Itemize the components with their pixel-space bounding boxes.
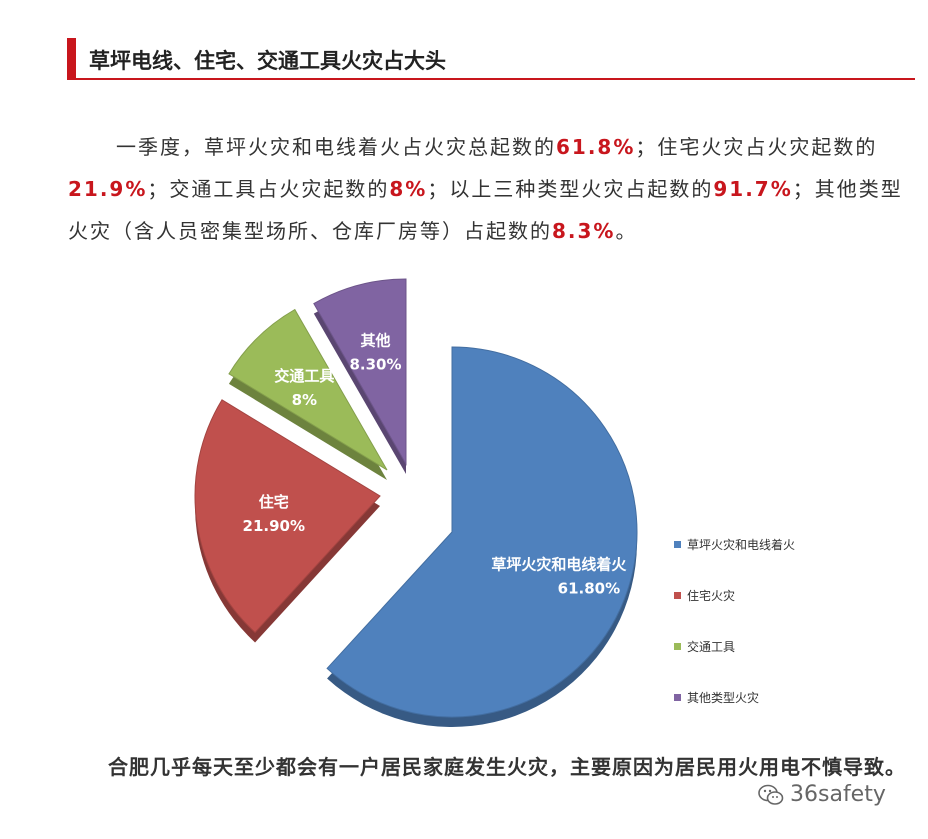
para-text-6: 。 xyxy=(615,219,638,243)
watermark-text: 36safety xyxy=(790,782,886,807)
wechat-icon xyxy=(758,784,784,805)
legend-swatch-4 xyxy=(674,694,681,701)
pie-chart: 草坪火灾和电线着火61.80%住宅21.90%交通工具8%其他8.30%草坪火灾… xyxy=(194,278,795,727)
para-text-1: 一季度，草坪火灾和电线着火占火灾总起数的 xyxy=(116,135,556,159)
pie-label-1: 草坪火灾和电线着火 xyxy=(491,556,627,574)
section-header: 草坪电线、住宅、交通工具火灾占大头 xyxy=(67,38,915,80)
pie-label-4: 其他 xyxy=(360,332,390,350)
pie-label-2: 住宅 xyxy=(259,493,289,511)
legend-label-4: 其他类型火灾 xyxy=(687,690,759,705)
bottom-text: 合肥几乎每天至少都会有一户居民家庭发生火灾，主要原因为居民用火用电不慎导致。 xyxy=(108,755,906,779)
legend-label-2: 住宅火灾 xyxy=(687,588,735,603)
section-header-bar xyxy=(67,38,76,78)
pie-value-label-4: 8.30% xyxy=(349,356,401,374)
pie-value-label-2: 21.90% xyxy=(243,517,305,535)
legend-swatch-3 xyxy=(674,643,681,650)
para-text-3: ；交通工具占火灾起数的 xyxy=(147,177,390,201)
para-text-4: ；以上三种类型火灾占起数的 xyxy=(427,177,714,201)
pie-value-label-1: 61.80% xyxy=(558,580,620,598)
para-value-2: 21.9% xyxy=(68,177,148,201)
watermark: 36safety xyxy=(758,782,886,807)
legend-swatch-1 xyxy=(674,541,681,548)
pie-slices xyxy=(194,278,638,727)
bottom-paragraph: 合肥几乎每天至少都会有一户居民家庭发生火灾，主要原因为居民用火用电不慎导致。 xyxy=(68,748,918,786)
para-value-1: 61.8% xyxy=(556,135,636,159)
legend-swatch-2 xyxy=(674,592,681,599)
pie-label-3: 交通工具 xyxy=(274,367,334,385)
pie-labels: 草坪火灾和电线着火 61.80% 住宅 21.90% 交通工具 8% 其他 8.30% xyxy=(243,332,628,598)
para-value-4: 91.7% xyxy=(713,177,793,201)
para-value-3: 8% xyxy=(389,177,428,201)
para-value-5: 8.3% xyxy=(552,219,616,243)
pie-slice-4 xyxy=(313,278,407,466)
pie-slice-3 xyxy=(228,308,388,471)
legend-label-1: 草坪火灾和电线着火 xyxy=(687,537,795,552)
pie-slice-1 xyxy=(326,346,638,718)
pie-value-label-3: 8% xyxy=(292,391,317,409)
para-text-2: ；住宅火灾占火灾起数的 xyxy=(635,135,878,159)
section-title: 草坪电线、住宅、交通工具火灾占大头 xyxy=(89,49,446,73)
legend-label-3: 交通工具 xyxy=(687,639,735,654)
pie-slice-2 xyxy=(194,399,381,634)
summary-paragraph: 一季度，草坪火灾和电线着火占火灾总起数的61.8%；住宅火灾占火灾起数的 21.9… xyxy=(68,126,918,252)
para-text-5: ；其他类型火灾（含人员密集型场所、仓库厂房等）占起数的 xyxy=(68,177,903,243)
